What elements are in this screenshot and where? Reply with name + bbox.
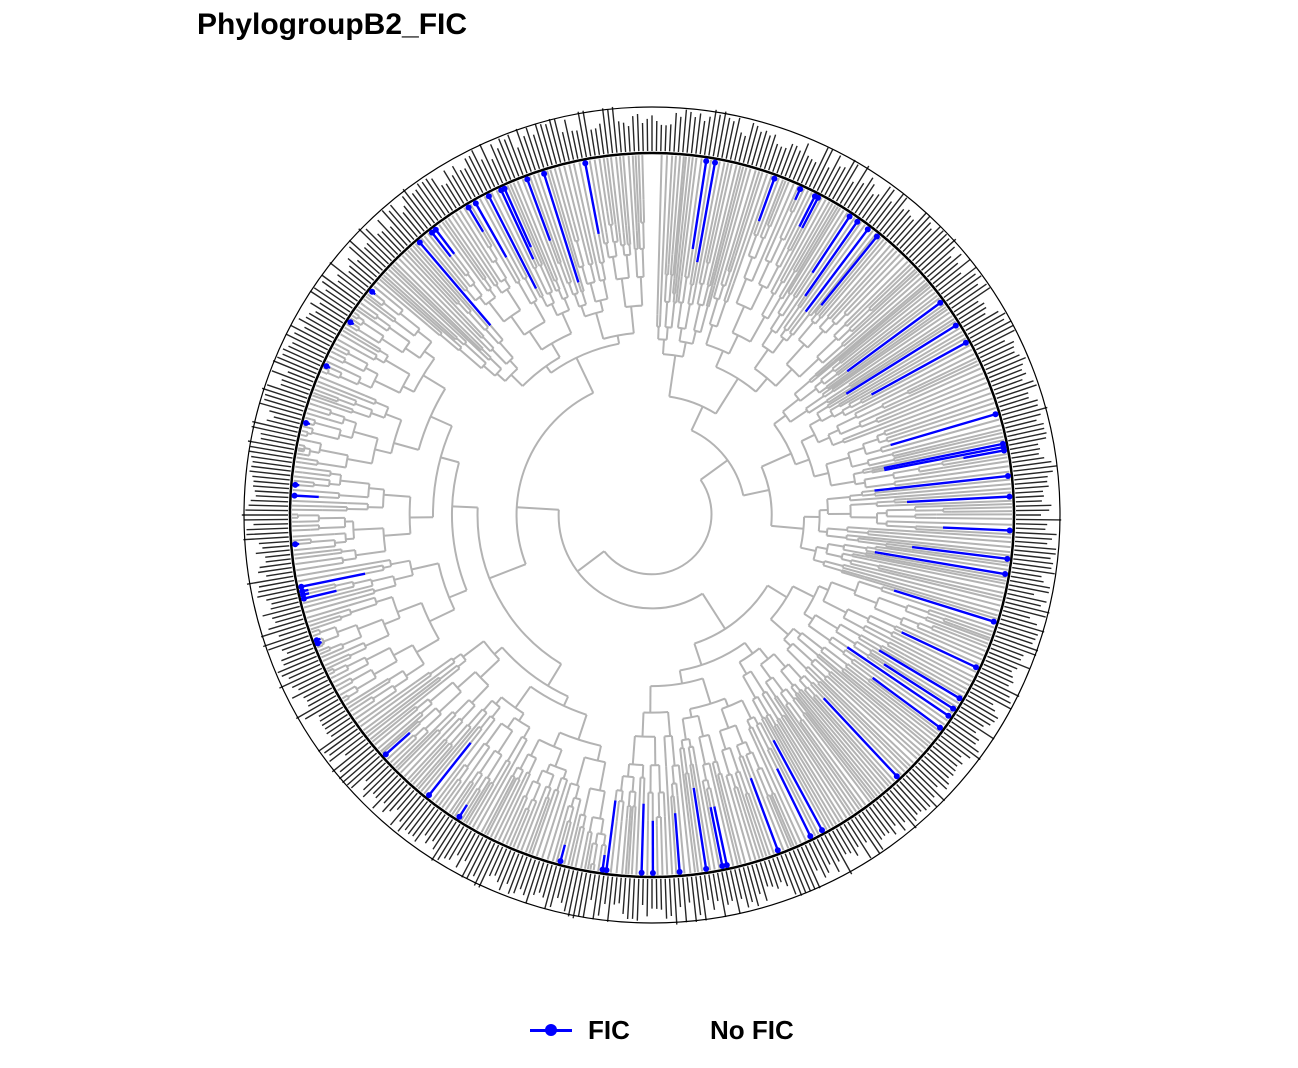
legend-label-no-fic: No FIC (710, 1014, 794, 1045)
legend: FIC No FIC (0, 1010, 1298, 1054)
fic-tip-markers (291, 158, 1013, 876)
tree-branches (291, 155, 1013, 876)
fic-key-symbol (530, 1010, 572, 1050)
legend-item-fic: FIC (530, 1010, 630, 1050)
legend-label-fic: FIC (588, 1014, 630, 1045)
plot-title: PhylogroupB2_FIC (197, 8, 468, 41)
legend-item-no-fic: No FIC (710, 1010, 794, 1050)
tip-label-ring (241, 106, 1062, 925)
